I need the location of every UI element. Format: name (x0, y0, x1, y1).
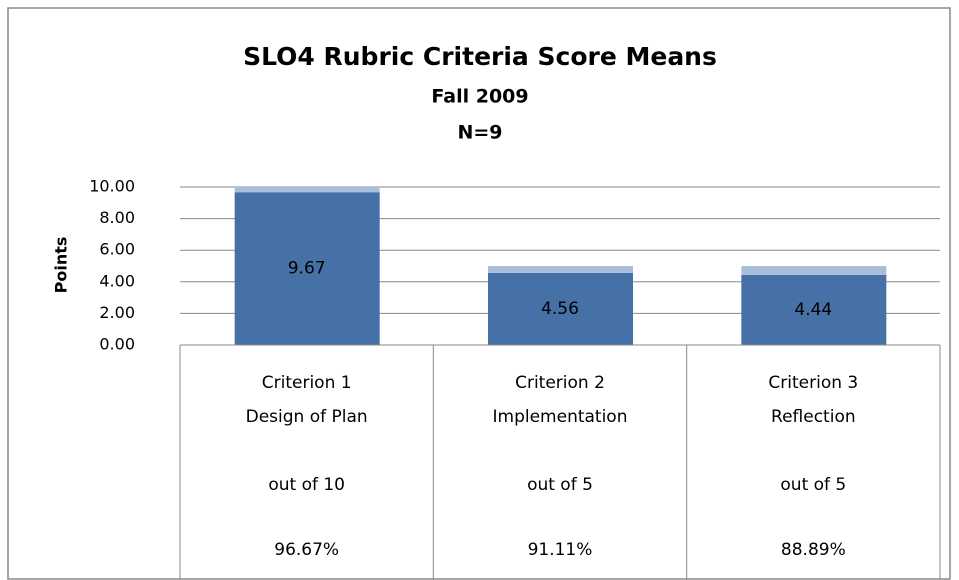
chart-title: SLO4 Rubric Criteria Score Means (243, 42, 717, 71)
bar-segment (234, 187, 380, 193)
y-tick-label: 8.00 (99, 208, 135, 227)
chart-subtitle: Fall 2009 (431, 86, 528, 108)
bar-segment (488, 266, 633, 273)
bar-segment (488, 272, 633, 345)
data-label: 4.56 (541, 299, 579, 319)
y-tick-label: 4.00 (99, 271, 135, 290)
y-tick-label: 10.00 (89, 177, 135, 196)
bar-segment (741, 274, 887, 345)
category-detail: 91.11% (528, 540, 593, 560)
bar-segment (234, 192, 380, 345)
chart-subtitle: N=9 (457, 122, 502, 144)
y-tick-label: 0.00 (99, 335, 135, 354)
category-detail: out of 10 (268, 475, 345, 495)
x-tick-label: Criterion 1 (262, 373, 352, 393)
data-label: 9.67 (288, 259, 326, 279)
bar-segment (741, 266, 887, 275)
y-tick-label: 6.00 (99, 240, 135, 259)
category-detail: 96.67% (274, 540, 339, 560)
y-axis-label: Points (52, 237, 71, 294)
data-label: 4.44 (794, 300, 832, 320)
category-detail: 88.89% (781, 540, 846, 560)
category-detail: out of 5 (780, 475, 846, 495)
x-tick-label: Implementation (493, 407, 628, 427)
x-tick-label: Reflection (771, 407, 856, 427)
x-tick-label: Design of Plan (246, 407, 368, 427)
x-tick-label: Criterion 3 (768, 373, 858, 393)
category-detail: out of 5 (527, 475, 593, 495)
y-tick-label: 2.00 (99, 303, 135, 322)
x-tick-label: Criterion 2 (515, 373, 605, 393)
